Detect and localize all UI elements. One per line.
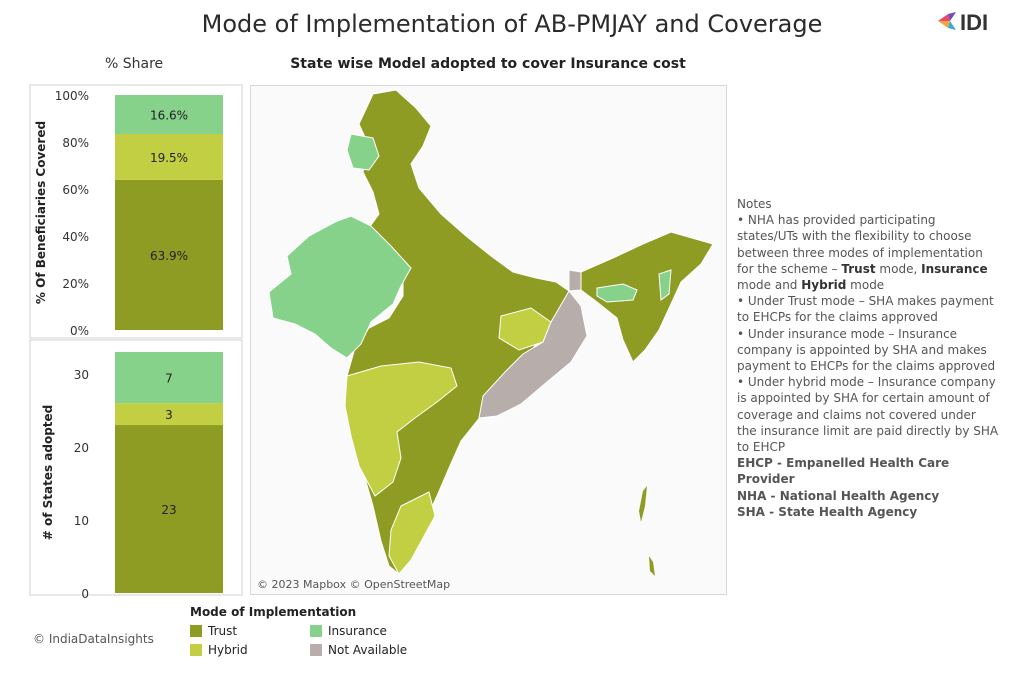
copyright: © IndiaDataInsights: [33, 632, 154, 646]
map-region-insurance-north: [346, 133, 380, 171]
legend-swatch-insurance: [310, 625, 322, 637]
y-axis-title: % Of Beneficiaries Covered: [34, 121, 48, 304]
bar-segment-insurance: [115, 352, 223, 404]
y-tick-label: 40%: [62, 230, 89, 244]
map-canvas: [268, 89, 714, 576]
map-region-insurance-tripura: [658, 269, 672, 301]
map-region-islands-south: [649, 556, 655, 576]
bar-data-label: 63.9%: [150, 249, 188, 263]
map-region-not-available: [478, 290, 588, 419]
y-axis-title: # of States adopted: [41, 405, 55, 541]
abbr-nha: NHA - National Health Agency: [737, 488, 940, 503]
y-tick-label: 10: [74, 514, 89, 528]
logo-text: IDI: [960, 10, 988, 35]
india-map[interactable]: © 2023 Mapbox © OpenStreetMap: [250, 85, 727, 595]
legend-swatch-trust: [190, 625, 202, 637]
panel-frame-share: [29, 84, 243, 339]
notes-line-4: • Under hybrid mode – Insurance company …: [737, 375, 999, 455]
y-tick-label: 0: [81, 587, 89, 600]
legend-item-hybrid[interactable]: Hybrid: [190, 643, 248, 657]
map-region-hybrid-west: [344, 361, 458, 497]
bar-segment-hybrid: [115, 403, 223, 426]
bar-segment-insurance: [115, 95, 223, 135]
notes-panel: Notes • NHA has provided participating s…: [737, 196, 999, 520]
notes-line-3: • Under insurance mode – Insurance compa…: [737, 326, 996, 374]
map-credit: © 2023 Mapbox © OpenStreetMap: [257, 578, 451, 591]
map-panel-title: State wise Model adopted to cover Insura…: [290, 56, 686, 72]
bar-data-label: 7: [165, 372, 173, 386]
abbr-ehcp: EHCP - Empanelled Health Care Provider: [737, 456, 950, 487]
y-tick-label: 100%: [55, 89, 89, 103]
page-title: Mode of Implementation of AB-PMJAY and C…: [201, 10, 823, 38]
legend-item-not-available[interactable]: Not Available: [310, 643, 407, 657]
bar-data-label: 16.6%: [150, 109, 188, 123]
y-tick-label: 0%: [70, 324, 89, 338]
stacked-bar-charts: 0% 20% 40% 60% 80% 100% % Of Beneficiaries Cov…: [29, 84, 243, 600]
legend-item-insurance[interactable]: Insurance: [310, 624, 387, 638]
bar-segment-trust: [115, 179, 223, 330]
bar-data-label: 19.5%: [150, 151, 188, 165]
map-region-insurance-west: [268, 215, 412, 359]
notes-line-1: • NHA has provided participating states/…: [737, 213, 988, 293]
legend-swatch-not-available: [310, 644, 322, 656]
map-region-islands: [639, 486, 647, 522]
notes-heading: Notes: [737, 197, 772, 211]
y-tick-label: 60%: [62, 183, 89, 197]
y-tick-label: 20: [74, 441, 89, 455]
map-region-not-available-sikkim: [568, 269, 582, 292]
y-tick-label: 30: [74, 368, 89, 382]
bar-data-label: 23: [161, 503, 176, 517]
legend-swatch-hybrid: [190, 644, 202, 656]
y-tick-label: 20%: [62, 277, 89, 291]
abbr-sha: SHA - State Health Agency: [737, 504, 918, 519]
notes-line-2: • Under Trust mode – SHA makes payment t…: [737, 294, 994, 325]
y-tick-label: 80%: [62, 136, 89, 150]
share-panel-title: % Share: [105, 56, 164, 72]
map-region-insurance-northeast: [596, 283, 638, 303]
legend-title: Mode of Implementation: [190, 605, 357, 619]
bar-data-label: 3: [165, 408, 173, 422]
bar-segment-hybrid: [115, 134, 223, 180]
bar-segment-trust: [115, 425, 223, 593]
panel-frame-states: [29, 339, 243, 596]
map-region-hybrid-south: [388, 491, 436, 575]
idi-logo: IDI: [938, 10, 988, 35]
legend-item-trust[interactable]: Trust: [190, 624, 237, 638]
map-region-trust-northeast: [580, 231, 714, 363]
